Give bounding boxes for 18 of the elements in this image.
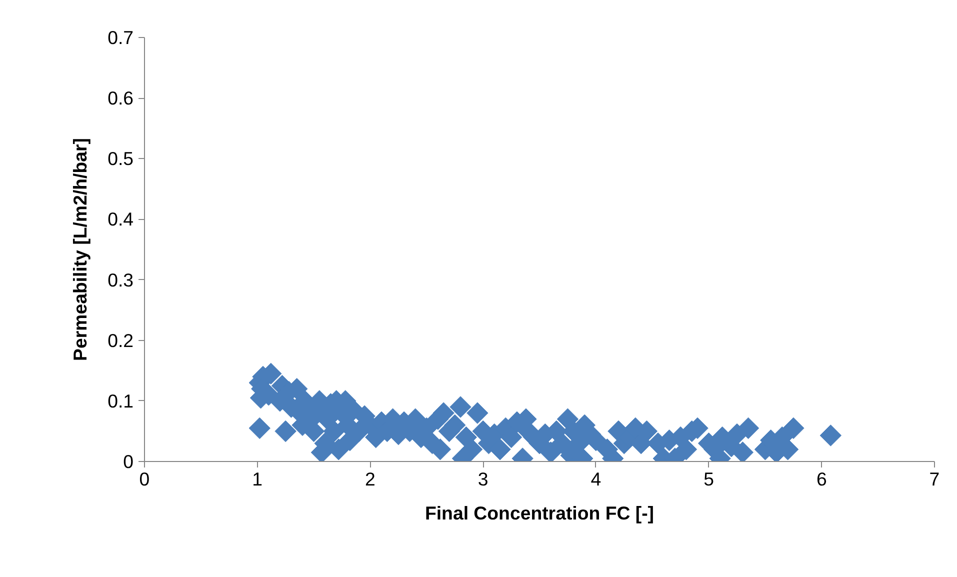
x-tick-label: 3 [478, 468, 488, 490]
x-tick-label: 4 [590, 468, 602, 490]
x-axis-title: Final Concentration FC [-] [424, 502, 654, 524]
y-tick-label: 0.2 [108, 330, 134, 351]
y-tick-label: 0.5 [108, 148, 134, 170]
y-tick-label: 0.7 [108, 27, 134, 48]
x-tick-label: 6 [816, 468, 827, 490]
y-tick-label: 0.4 [108, 208, 134, 230]
y-tick-label: 0.3 [108, 269, 134, 290]
x-tick-label: 1 [252, 468, 263, 490]
y-tick-label: 0 [123, 451, 134, 472]
x-tick-label: 7 [929, 468, 940, 490]
y-tick-label: 0.1 [108, 390, 134, 412]
x-tick-label: 2 [365, 468, 376, 490]
y-tick-label: 0.6 [108, 88, 134, 109]
y-axis-title: Permeability [L/m2/h/bar] [70, 138, 91, 361]
x-tick-label: 5 [704, 468, 714, 490]
x-tick-label: 0 [139, 468, 150, 490]
